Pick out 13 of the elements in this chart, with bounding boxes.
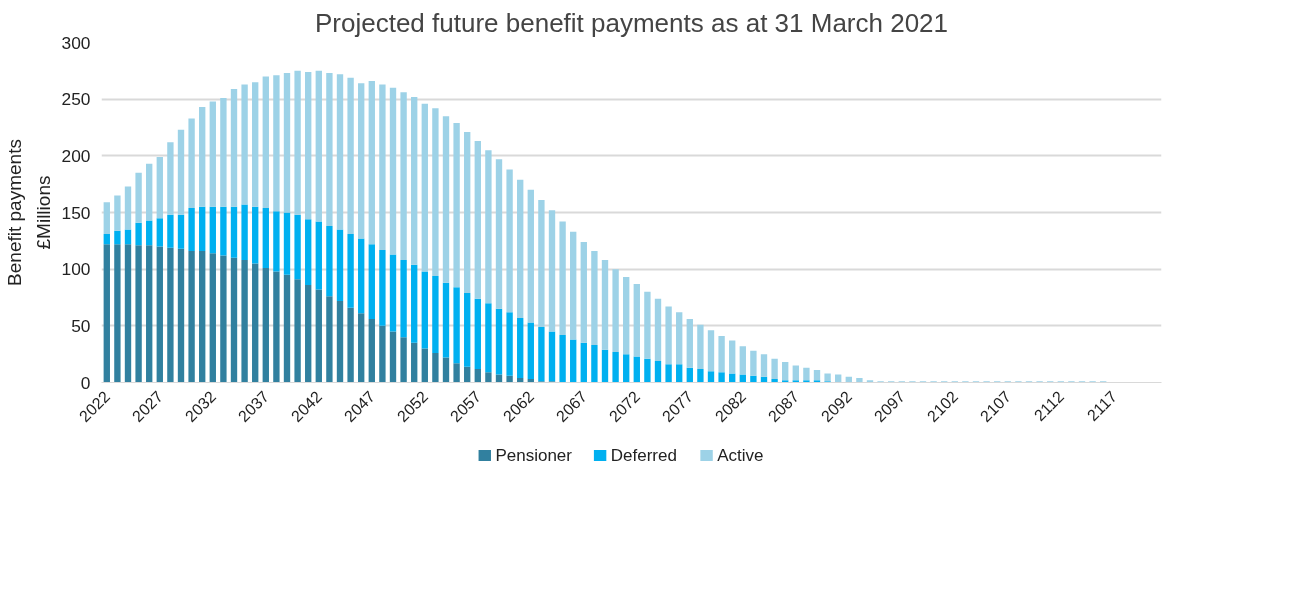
y-tick-label: 200 [61,145,91,166]
legend-label: Deferred [610,446,677,465]
y-tick-label: 250 [61,89,91,110]
legend-label: Active [717,446,764,465]
chart-title: Projected future benefit payments as at 31 March 2021 [314,7,949,38]
y-tick-label: 50 [71,315,91,336]
y-tick-label: 100 [61,259,91,280]
text: £Millions [32,175,54,250]
y-axis-title: Benefit payments [3,139,25,286]
y-tick-label: 300 [61,32,91,53]
legend-label: Pensioner [495,446,573,465]
y-tick-label: 0 [80,372,91,393]
y-tick-label: 150 [61,202,91,223]
